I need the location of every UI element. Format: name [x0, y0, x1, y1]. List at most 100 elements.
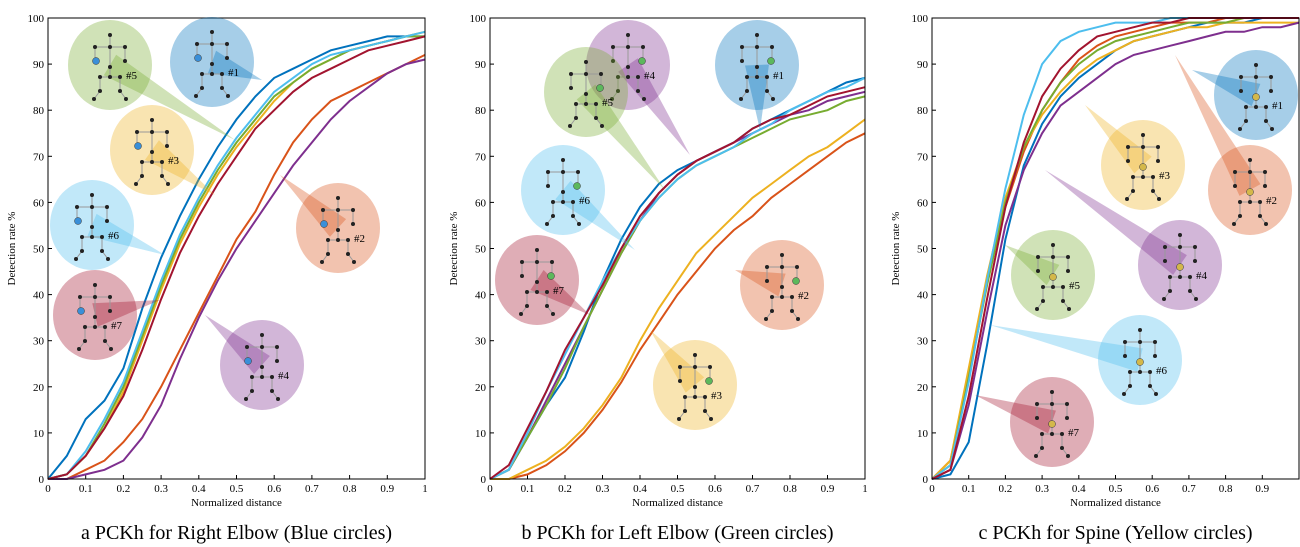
x-tick-label: 0.2	[117, 483, 131, 495]
y-tick-label: 80	[475, 105, 487, 117]
skeleton-joint	[611, 59, 615, 63]
skeleton-joint	[1151, 175, 1155, 179]
skeleton-joint	[1233, 184, 1237, 188]
skeleton-joint	[165, 130, 169, 134]
skeleton-joint	[210, 72, 214, 76]
x-tick-label: 0.9	[380, 483, 394, 495]
highlight-joint	[1252, 93, 1260, 101]
series-line	[931, 17, 1299, 480]
skeleton-joint	[346, 252, 350, 256]
skeleton-joint	[561, 158, 565, 162]
skeleton-joint	[520, 274, 524, 278]
skeleton-joint	[140, 160, 144, 164]
x-tick-label: 0	[487, 483, 493, 495]
highlight-joint	[1136, 358, 1144, 366]
skeleton-joint	[275, 345, 279, 349]
skeleton-joint	[1065, 416, 1069, 420]
skeleton-joint	[1123, 354, 1127, 358]
series-line	[489, 86, 866, 480]
y-tick-label: 10	[33, 428, 45, 440]
callout-tail	[735, 270, 786, 297]
skeleton-joint	[693, 385, 697, 389]
series-line	[490, 118, 866, 480]
x-tick-label: 0.4	[1072, 483, 1086, 495]
skeleton-joint	[551, 312, 555, 316]
skeleton-joint	[780, 265, 784, 269]
skeleton-joint	[109, 347, 113, 351]
skeleton-joint	[584, 92, 588, 96]
skeleton-joint	[561, 190, 565, 194]
skeleton-joint	[1263, 184, 1267, 188]
skeleton-joint	[1153, 354, 1157, 358]
skeleton-joint	[83, 339, 87, 343]
skeleton-joint	[550, 260, 554, 264]
skeleton-joint	[1050, 390, 1054, 394]
x-axis-label: Normalized distance	[1070, 497, 1161, 509]
y-tick-label: 30	[33, 336, 45, 348]
x-tick-label: 0.1	[79, 483, 93, 495]
highlight-joint	[1246, 188, 1254, 196]
skeleton-joint	[1238, 127, 1242, 131]
skeleton-joint	[1269, 89, 1273, 93]
skeleton-joint	[790, 295, 794, 299]
skeleton-joint	[320, 260, 324, 264]
callout-tail	[205, 315, 270, 375]
skeleton-joint	[75, 205, 79, 209]
skeleton-joint	[123, 59, 127, 63]
skeleton-joint	[1036, 269, 1040, 273]
y-tick-label: 20	[917, 382, 929, 394]
skeleton-joint	[200, 72, 204, 76]
highlight-joint	[547, 272, 555, 280]
skeleton-joint	[709, 417, 713, 421]
skeleton-joint	[739, 97, 743, 101]
y-tick-label: 90	[917, 59, 929, 71]
x-tick-label: 0.3	[1035, 483, 1049, 495]
skeleton-joint	[80, 235, 84, 239]
skeleton-joint	[1050, 402, 1054, 406]
series-line	[47, 30, 426, 480]
y-tick-label: 100	[912, 13, 929, 25]
callout-tail	[530, 269, 590, 315]
highlight-joint	[134, 142, 142, 150]
skeleton-joint	[1066, 255, 1070, 259]
y-tick-label: 80	[917, 105, 929, 117]
skeleton-joint	[93, 283, 97, 287]
skeleton-joint	[98, 89, 102, 93]
skeleton-joint	[1248, 170, 1252, 174]
callout: #6	[521, 145, 635, 250]
skeleton-joint	[336, 238, 340, 242]
callout-tail	[555, 180, 635, 250]
callout-tail	[280, 175, 347, 237]
skeleton-joint	[118, 75, 122, 79]
y-tick-label: 90	[475, 59, 487, 71]
skeleton-joint	[100, 249, 104, 253]
highlight-joint	[638, 57, 646, 65]
skeleton-joint	[1193, 245, 1197, 249]
callout-tail	[87, 213, 165, 255]
skeleton-joint	[571, 200, 575, 204]
skeleton-joint	[1131, 175, 1135, 179]
x-tick-label: 0.7	[305, 483, 319, 495]
skeleton-joint	[584, 60, 588, 64]
x-tick-label: 0.8	[343, 483, 357, 495]
skeleton-joint	[225, 42, 229, 46]
x-axis-label: Normalized distance	[632, 497, 723, 509]
callout-label: #5	[126, 70, 138, 82]
skeleton-joint	[1151, 189, 1155, 193]
callout-label: #6	[1156, 365, 1168, 377]
callout-label: #7	[553, 285, 565, 297]
skeleton-joint	[594, 116, 598, 120]
y-axis-label: Detection rate %	[6, 212, 18, 286]
skeleton-joint	[545, 290, 549, 294]
skeleton-joint	[1040, 446, 1044, 450]
chart-caption: b PCKh for Left Elbow (Green circles)	[521, 522, 833, 544]
skeleton-joint	[740, 45, 744, 49]
callout-label: #1	[228, 67, 239, 79]
x-tick-label: 0.9	[821, 483, 835, 495]
skeleton-joint	[519, 312, 523, 316]
skeleton-joint	[160, 160, 164, 164]
skeleton-joint	[351, 222, 355, 226]
skeleton-joint	[770, 295, 774, 299]
callout-tail	[92, 300, 160, 327]
skeleton-joint	[195, 42, 199, 46]
